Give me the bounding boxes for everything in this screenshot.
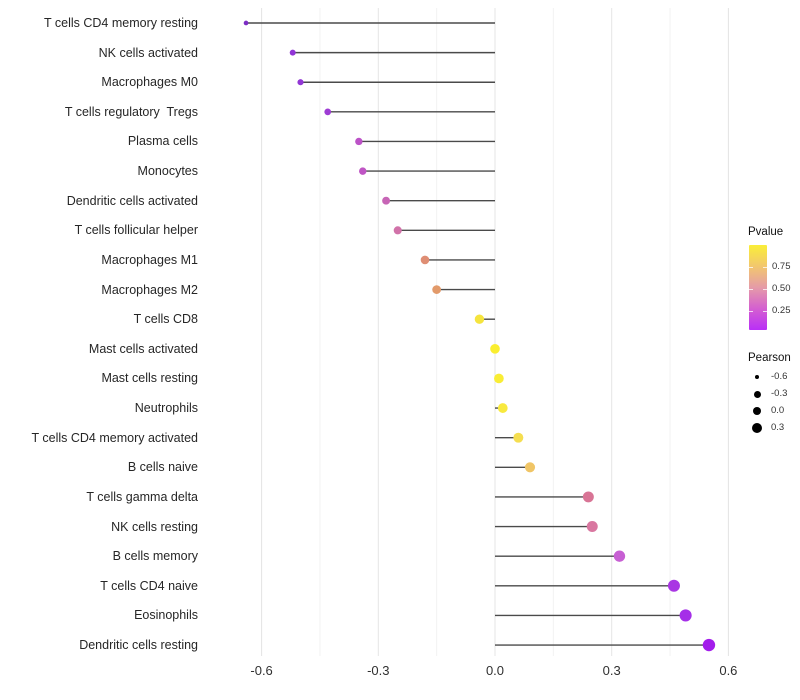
data-point	[490, 343, 500, 354]
data-point	[420, 255, 430, 265]
y-axis-label: T cells gamma delta	[86, 489, 198, 504]
y-axis-label: Dendritic cells resting	[79, 638, 198, 653]
y-axis-label: B cells naive	[127, 460, 198, 475]
x-axis-tick-label: 0.6	[719, 663, 738, 678]
pvalue-colorbar	[749, 245, 767, 330]
pearson-legend-dot	[754, 374, 760, 380]
data-point	[359, 167, 367, 175]
pvalue-colorbar-tick	[749, 311, 753, 312]
data-point	[513, 432, 524, 443]
data-point	[432, 285, 442, 294]
y-axis-label: NK cells resting	[111, 519, 198, 534]
pvalue-tick-label: 0.50	[772, 283, 791, 294]
data-point	[474, 314, 485, 324]
pvalue-legend-title: Pvalue	[748, 226, 784, 238]
x-axis-tick-label: 0.3	[602, 663, 621, 678]
pvalue-tick-label: 0.75	[772, 261, 791, 272]
y-axis-label: NK cells activated	[98, 45, 198, 60]
y-axis-label: T cells regulatory Tregs	[64, 104, 198, 119]
pvalue-tick-label: 0.25	[772, 305, 791, 316]
pearson-legend-label: -0.3	[771, 388, 788, 399]
pvalue-colorbar-tick	[763, 289, 767, 290]
pearson-legend-dot	[752, 423, 762, 433]
x-axis-tick-label: -0.6	[250, 663, 273, 678]
data-point	[297, 79, 304, 86]
pvalue-colorbar-tick	[763, 267, 767, 268]
y-axis-label: Eosinophils	[134, 608, 198, 623]
y-axis-label: Macrophages M1	[101, 252, 198, 267]
pvalue-colorbar-tick	[763, 311, 767, 312]
data-point	[289, 49, 296, 56]
data-point	[524, 462, 536, 473]
data-point	[586, 521, 598, 533]
y-axis-label: T cells follicular helper	[74, 223, 198, 238]
y-axis-label: T cells CD8	[133, 312, 198, 327]
data-point	[702, 638, 716, 652]
pearson-legend-title: Pearson	[748, 352, 791, 364]
pearson-legend-label: -0.6	[771, 371, 788, 382]
y-axis-label: T cells CD4 memory activated	[31, 430, 199, 445]
y-axis-label: Macrophages M0	[101, 75, 198, 90]
pearson-legend-label: 0.3	[771, 422, 785, 433]
x-axis-tick-label: 0.0	[485, 663, 505, 678]
data-point	[393, 226, 402, 235]
data-point	[582, 491, 594, 503]
pvalue-colorbar-tick	[749, 289, 753, 290]
data-point	[324, 108, 332, 116]
data-point	[613, 550, 626, 562]
y-axis-label: Plasma cells	[127, 134, 198, 149]
pearson-legend-dot	[753, 390, 761, 398]
data-point	[494, 373, 504, 384]
y-axis-label: Macrophages M2	[101, 282, 198, 297]
data-point	[667, 579, 680, 592]
data-point	[243, 20, 249, 26]
y-axis-label: Neutrophils	[134, 401, 198, 416]
y-axis-label: Monocytes	[137, 164, 198, 179]
y-axis-label: B cells memory	[112, 549, 198, 564]
y-axis-label: Dendritic cells activated	[66, 193, 198, 208]
y-axis-label: Mast cells activated	[88, 341, 198, 356]
data-point	[679, 609, 692, 622]
pearson-legend-dot	[752, 406, 762, 416]
data-point	[497, 403, 508, 413]
y-axis-label: T cells CD4 memory resting	[44, 16, 198, 30]
data-point	[382, 196, 391, 205]
pearson-legend-label: 0.0	[771, 405, 785, 416]
y-axis-label: Mast cells resting	[101, 371, 198, 386]
pvalue-colorbar-tick	[749, 267, 753, 268]
x-axis-tick-label: -0.3	[367, 663, 390, 678]
y-axis-label: T cells CD4 naive	[100, 578, 198, 593]
data-point	[355, 137, 363, 146]
